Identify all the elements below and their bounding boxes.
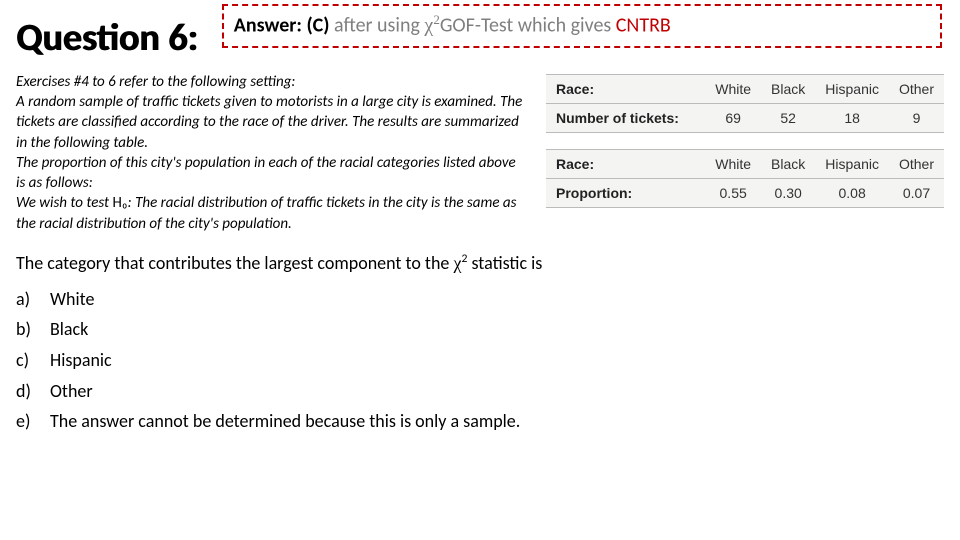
setting-text: Exercises #4 to 6 refer to the following…	[16, 72, 526, 234]
table-cell: 69	[705, 103, 761, 132]
option-letter: e)	[16, 406, 36, 437]
option-text: Hispanic	[50, 345, 112, 376]
table-row: Proportion: 0.55 0.30 0.08 0.07	[546, 178, 944, 207]
option-text: White	[50, 284, 94, 315]
option-letter: d)	[16, 376, 36, 407]
tickets-table: Race: White Black Hispanic Other Number …	[546, 74, 944, 133]
option-text: Black	[50, 314, 88, 345]
row-head: Race:	[546, 149, 705, 178]
table-cell: Black	[761, 74, 815, 103]
table-cell: 0.55	[705, 178, 761, 207]
table-cell: 0.08	[815, 178, 889, 207]
table-cell: 0.30	[761, 178, 815, 207]
table-cell: Black	[761, 149, 815, 178]
answer-after: after using	[334, 14, 420, 38]
proportion-table: Race: White Black Hispanic Other Proport…	[546, 149, 944, 208]
setting-p3: We wish to test H₀: The racial distribut…	[16, 193, 526, 234]
row-head: Race:	[546, 74, 705, 103]
option-c: c) Hispanic	[16, 345, 944, 376]
option-text: The answer cannot be determined because …	[50, 406, 520, 437]
answer-label: Answer:	[234, 14, 302, 38]
option-d: d) Other	[16, 376, 944, 407]
question-stem: The category that contributes the larges…	[16, 252, 944, 274]
option-text: Other	[50, 376, 93, 407]
option-a: a) White	[16, 284, 944, 315]
chi-symbol: χ	[424, 15, 433, 37]
option-b: b) Black	[16, 314, 944, 345]
table-cell: 52	[761, 103, 815, 132]
table-cell: Other	[889, 74, 944, 103]
answer-box: Answer: (C) after using χ2GOF-Test which…	[222, 4, 942, 48]
row-head: Proportion:	[546, 178, 705, 207]
answer-choice: (C)	[306, 14, 329, 38]
table-cell: Hispanic	[815, 74, 889, 103]
options-list: a) White b) Black c) Hispanic d) Other e…	[16, 284, 944, 437]
question-title: Question 6:	[16, 18, 198, 60]
table-cell: Hispanic	[815, 149, 889, 178]
table-cell: 18	[815, 103, 889, 132]
answer-cntrb: CNTRB	[616, 14, 671, 38]
option-letter: a)	[16, 284, 36, 315]
table-cell: White	[705, 149, 761, 178]
table-cell: Other	[889, 149, 944, 178]
option-e: e) The answer cannot be determined becau…	[16, 406, 944, 437]
table-cell: 9	[889, 103, 944, 132]
setting-p2: The proportion of this city's population…	[16, 153, 526, 194]
option-letter: c)	[16, 345, 36, 376]
setting-p1: A random sample of traffic tickets given…	[16, 92, 526, 153]
table-row: Race: White Black Hispanic Other	[546, 149, 944, 178]
table-row: Number of tickets: 69 52 18 9	[546, 103, 944, 132]
row-head: Number of tickets:	[546, 103, 705, 132]
table-cell: 0.07	[889, 178, 944, 207]
option-letter: b)	[16, 314, 36, 345]
answer-test: GOF-Test which gives	[440, 14, 611, 38]
tables-region: Race: White Black Hispanic Other Number …	[546, 72, 944, 234]
table-row: Race: White Black Hispanic Other	[546, 74, 944, 103]
table-cell: White	[705, 74, 761, 103]
setting-lead: Exercises #4 to 6 refer to the following…	[16, 72, 526, 92]
